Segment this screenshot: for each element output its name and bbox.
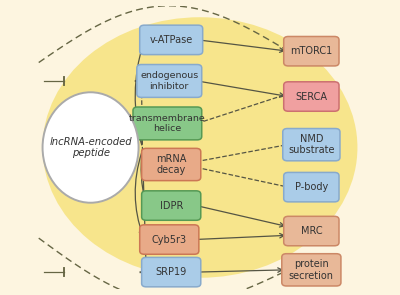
FancyBboxPatch shape: [140, 25, 203, 55]
FancyBboxPatch shape: [142, 191, 201, 220]
FancyBboxPatch shape: [284, 172, 339, 202]
Text: SRP19: SRP19: [156, 267, 187, 277]
Text: SERCA: SERCA: [295, 91, 327, 101]
Text: IDPR: IDPR: [160, 201, 183, 211]
FancyBboxPatch shape: [133, 107, 202, 140]
FancyBboxPatch shape: [142, 148, 201, 181]
Ellipse shape: [42, 92, 138, 203]
Text: v-ATPase: v-ATPase: [150, 35, 193, 45]
Text: NMD
substrate: NMD substrate: [288, 134, 335, 155]
Text: mTORC1: mTORC1: [290, 46, 332, 56]
Text: endogenous
inhibitor: endogenous inhibitor: [140, 71, 198, 91]
FancyBboxPatch shape: [142, 257, 201, 287]
Text: lncRNA-encoded
peptide: lncRNA-encoded peptide: [49, 137, 132, 158]
Text: transmembrane
helice: transmembrane helice: [129, 114, 206, 133]
FancyBboxPatch shape: [284, 82, 339, 111]
Text: MRC: MRC: [300, 226, 322, 236]
FancyBboxPatch shape: [137, 65, 202, 97]
FancyBboxPatch shape: [284, 37, 339, 66]
FancyBboxPatch shape: [140, 225, 199, 254]
Text: mRNA
decay: mRNA decay: [156, 154, 186, 175]
Text: P-body: P-body: [295, 182, 328, 192]
Ellipse shape: [42, 17, 358, 278]
FancyBboxPatch shape: [282, 254, 341, 286]
Text: Cyb5r3: Cyb5r3: [152, 235, 187, 245]
Text: protein
secretion: protein secretion: [289, 259, 334, 281]
FancyBboxPatch shape: [284, 216, 339, 246]
FancyBboxPatch shape: [283, 129, 340, 161]
